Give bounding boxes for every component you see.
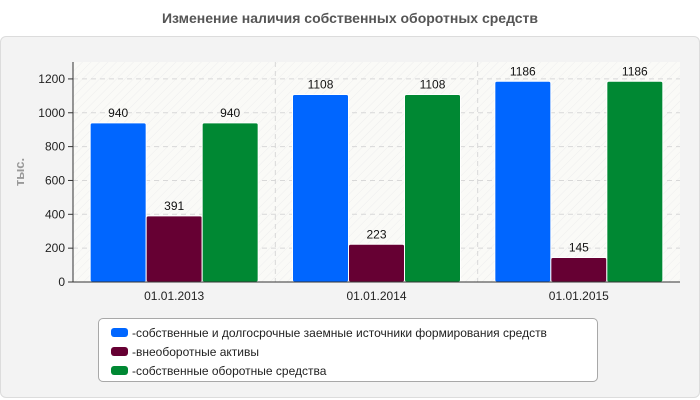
legend-prefix: - [132, 344, 136, 359]
bar-value-label: 1186 [510, 64, 536, 78]
y-tick-label: 400 [45, 207, 65, 221]
bar-value-label: 223 [366, 227, 386, 241]
bar-value-label: 940 [220, 106, 240, 120]
legend: - собственные и долгосрочные заемные ист… [98, 318, 598, 382]
gridlines [73, 62, 680, 282]
bar-value-label: 1108 [308, 77, 334, 91]
legend-swatch-series-2 [111, 347, 128, 356]
legend-label-series-2: внеоборотные активы [136, 344, 259, 359]
bar-value-label: 940 [108, 106, 128, 120]
axes: 0 200 400 600 800 1000 1200 01.01.2013 01.01.201… [38, 62, 680, 303]
bar [89, 122, 147, 283]
chart-title: Изменение наличия собственных оборотных … [161, 10, 539, 26]
data-labels: 940 391 940 1108 223 1108 1186 145 1186 [108, 64, 648, 254]
bar [348, 243, 405, 283]
y-tick-label: 800 [45, 140, 65, 154]
bar-value-label: 391 [164, 199, 184, 213]
x-tick-label: 01.01.2015 [549, 289, 609, 303]
x-tick-label: 01.01.2013 [144, 289, 204, 303]
bar [550, 256, 608, 283]
bar-value-label: 1108 [420, 77, 446, 91]
legend-label-series-3: собственные оборотные средства [136, 363, 327, 378]
legend-item-series-2: - внеоборотные активы [111, 342, 597, 361]
bar [292, 93, 349, 283]
y-tick-label: 1200 [38, 72, 65, 86]
bar-value-label: 1186 [622, 64, 648, 78]
x-tick-label: 01.01.2014 [346, 289, 406, 303]
legend-prefix: - [132, 363, 136, 378]
legend-swatch-series-3 [111, 366, 128, 375]
bar [145, 215, 203, 283]
legend-swatch-series-1 [111, 328, 128, 337]
legend-item-series-3: - собственные оборотные средства [111, 361, 597, 380]
bar-value-label: 145 [569, 240, 589, 254]
bar [201, 122, 259, 283]
y-axis-label: тыс. [12, 158, 27, 186]
legend-item-series-1: - собственные и долгосрочные заемные ист… [111, 323, 597, 342]
bar [494, 80, 552, 283]
y-tick-label: 1000 [38, 106, 65, 120]
y-tick-label: 600 [45, 173, 65, 187]
legend-label-series-1: собственные и долгосрочные заемные источ… [136, 325, 547, 340]
y-tick-label: 0 [58, 275, 65, 289]
bar [404, 93, 461, 283]
legend-prefix: - [132, 325, 136, 340]
y-tick-label: 200 [45, 241, 65, 255]
bar [606, 80, 664, 283]
